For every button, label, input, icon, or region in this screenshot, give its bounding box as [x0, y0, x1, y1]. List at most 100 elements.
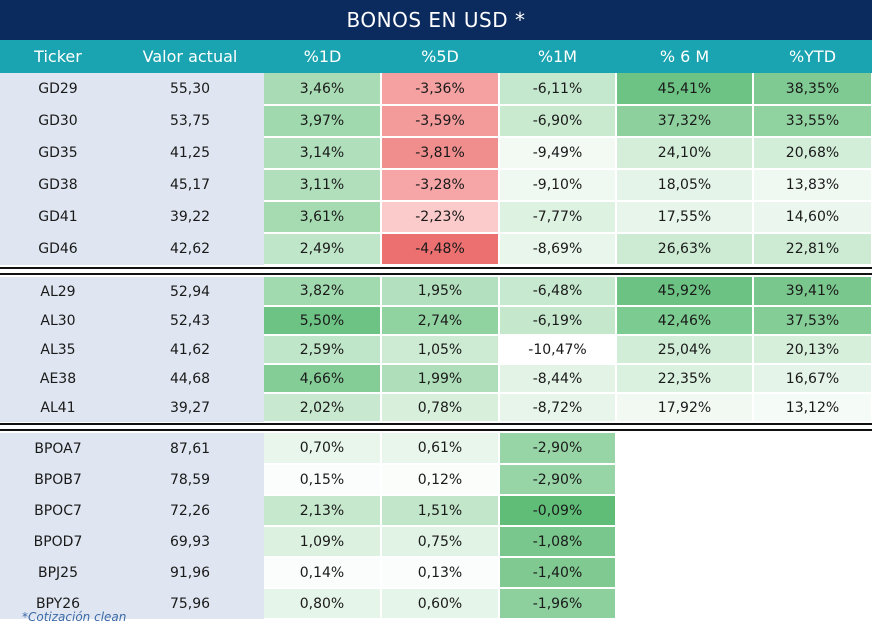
cell-valor-actual: 44,68	[116, 364, 264, 393]
cell-6m	[616, 588, 754, 620]
cell-valor-actual: 42,62	[116, 233, 264, 265]
cell-ytd: 13,83%	[753, 169, 872, 202]
group-al-bonds: AL29 52,94 3,82% 1,95% -6,48% 45,92% 39,41% AL3…	[0, 277, 872, 423]
cell-ytd: 14,60%	[753, 201, 872, 234]
table-row: BPY26 75,96 0,80% 0,60% -1,96%	[0, 588, 872, 620]
cell-5d: -3,28%	[381, 169, 500, 202]
cell-1d: 0,14%	[264, 557, 382, 589]
cell-6m: 42,46%	[616, 306, 754, 336]
cell-1d: 3,11%	[264, 169, 382, 202]
cell-ticker: BPOC7	[0, 495, 116, 526]
header-1d: %1D	[303, 47, 342, 66]
cell-valor-actual: 39,27	[116, 393, 264, 422]
cell-6m	[616, 526, 754, 558]
cell-ticker: BPJ25	[0, 557, 116, 588]
cell-ticker: GD46	[0, 233, 116, 265]
cell-ticker: AL29	[0, 277, 116, 306]
cell-valor-actual: 41,62	[116, 335, 264, 364]
table-row: BPOC7 72,26 2,13% 1,51% -0,09%	[0, 495, 872, 527]
cell-ytd: 20,68%	[753, 137, 872, 170]
cell-ytd: 39,41%	[753, 277, 872, 307]
cell-valor-actual: 41,25	[116, 137, 264, 169]
cell-ticker: AE38	[0, 364, 116, 393]
separator-gap	[0, 269, 872, 273]
cell-ticker: AL41	[0, 393, 116, 422]
cell-ytd	[753, 557, 872, 589]
cell-1d: 3,61%	[264, 201, 382, 234]
cell-1m: -9,49%	[499, 137, 617, 170]
cell-ticker: BPOB7	[0, 464, 116, 495]
cell-valor-actual: 87,61	[116, 433, 264, 464]
cell-ticker: GD29	[0, 73, 116, 105]
cell-5d: -3,59%	[381, 105, 500, 138]
cell-5d: 2,74%	[381, 306, 500, 336]
cell-1m: -6,11%	[499, 73, 617, 106]
cell-6m: 17,55%	[616, 201, 754, 234]
cell-1d: 2,02%	[264, 393, 382, 423]
cell-ytd	[753, 495, 872, 527]
cell-1d: 2,49%	[264, 233, 382, 266]
column-header-row: Ticker Valor actual %1D %5D %1M % 6 M %Y…	[0, 40, 872, 73]
cell-ytd: 16,67%	[753, 364, 872, 394]
cell-ytd	[753, 588, 872, 620]
cell-1m: -2,90%	[499, 464, 617, 496]
cell-5d: -2,23%	[381, 201, 500, 234]
cell-ytd	[753, 464, 872, 496]
group-bp-bonds: BPOA7 87,61 0,70% 0,61% -2,90% BPOB7 78,59 0,15…	[0, 433, 872, 620]
table-row: GD38 45,17 3,11% -3,28% -9,10% 18,05% 13,83%	[0, 169, 872, 202]
separator-gap	[0, 425, 872, 429]
cell-1m: -1,40%	[499, 557, 617, 589]
cell-5d: 0,13%	[381, 557, 500, 589]
cell-6m: 22,35%	[616, 364, 754, 394]
cell-1m: -6,48%	[499, 277, 617, 307]
separator-line	[0, 423, 872, 425]
cell-ticker: GD30	[0, 105, 116, 137]
cell-6m: 45,41%	[616, 73, 754, 106]
cell-5d: 0,12%	[381, 464, 500, 496]
cell-1d: 3,97%	[264, 105, 382, 138]
cell-5d: -3,81%	[381, 137, 500, 170]
cell-valor-actual: 91,96	[116, 557, 264, 588]
cell-5d: -3,36%	[381, 73, 500, 106]
cell-1d: 2,13%	[264, 495, 382, 527]
table-row: BPJ25 91,96 0,14% 0,13% -1,40%	[0, 557, 872, 589]
cell-5d: 1,99%	[381, 364, 500, 394]
table-row: AL35 41,62 2,59% 1,05% -10,47% 25,04% 20,13%	[0, 335, 872, 365]
cell-1d: 0,15%	[264, 464, 382, 496]
header-ytd: %YTD	[788, 47, 837, 66]
cell-1m: -7,77%	[499, 201, 617, 234]
group-gd-bonds: GD29 55,30 3,46% -3,36% -6,11% 45,41% 38,35% GD…	[0, 73, 872, 266]
cell-ytd: 20,13%	[753, 335, 872, 365]
cell-5d: 1,51%	[381, 495, 500, 527]
table-row: GD41 39,22 3,61% -2,23% -7,77% 17,55% 14,60%	[0, 201, 872, 234]
cell-valor-actual: 52,94	[116, 277, 264, 306]
table-title: BONOS EN USD *	[0, 0, 872, 40]
cell-1m: -6,90%	[499, 105, 617, 138]
separator-line	[0, 267, 872, 269]
cell-ticker: GD41	[0, 201, 116, 233]
header-6m: % 6 M	[659, 47, 710, 66]
cell-1d: 3,14%	[264, 137, 382, 170]
cell-6m: 17,92%	[616, 393, 754, 423]
cell-valor-actual: 52,43	[116, 306, 264, 335]
cell-valor-actual: 78,59	[116, 464, 264, 495]
header-1m: %1M	[537, 47, 578, 66]
cell-5d: 0,78%	[381, 393, 500, 423]
cell-1m: -0,09%	[499, 495, 617, 527]
cell-valor-actual: 75,96	[116, 588, 264, 619]
cell-1d: 0,70%	[264, 433, 382, 465]
cell-valor-actual: 69,93	[116, 526, 264, 557]
header-ticker: Ticker	[34, 47, 82, 66]
table-row: BPOA7 87,61 0,70% 0,61% -2,90%	[0, 433, 872, 465]
cell-1d: 3,46%	[264, 73, 382, 106]
table-row: AL29 52,94 3,82% 1,95% -6,48% 45,92% 39,41%	[0, 277, 872, 307]
cell-ticker: AL35	[0, 335, 116, 364]
cell-ytd: 33,55%	[753, 105, 872, 138]
cell-6m	[616, 495, 754, 527]
table-row: BPOB7 78,59 0,15% 0,12% -2,90%	[0, 464, 872, 496]
separator-line	[0, 429, 872, 431]
cell-6m: 24,10%	[616, 137, 754, 170]
table-row: GD30 53,75 3,97% -3,59% -6,90% 37,32% 33,55%	[0, 105, 872, 138]
cell-ticker: BPOD7	[0, 526, 116, 557]
